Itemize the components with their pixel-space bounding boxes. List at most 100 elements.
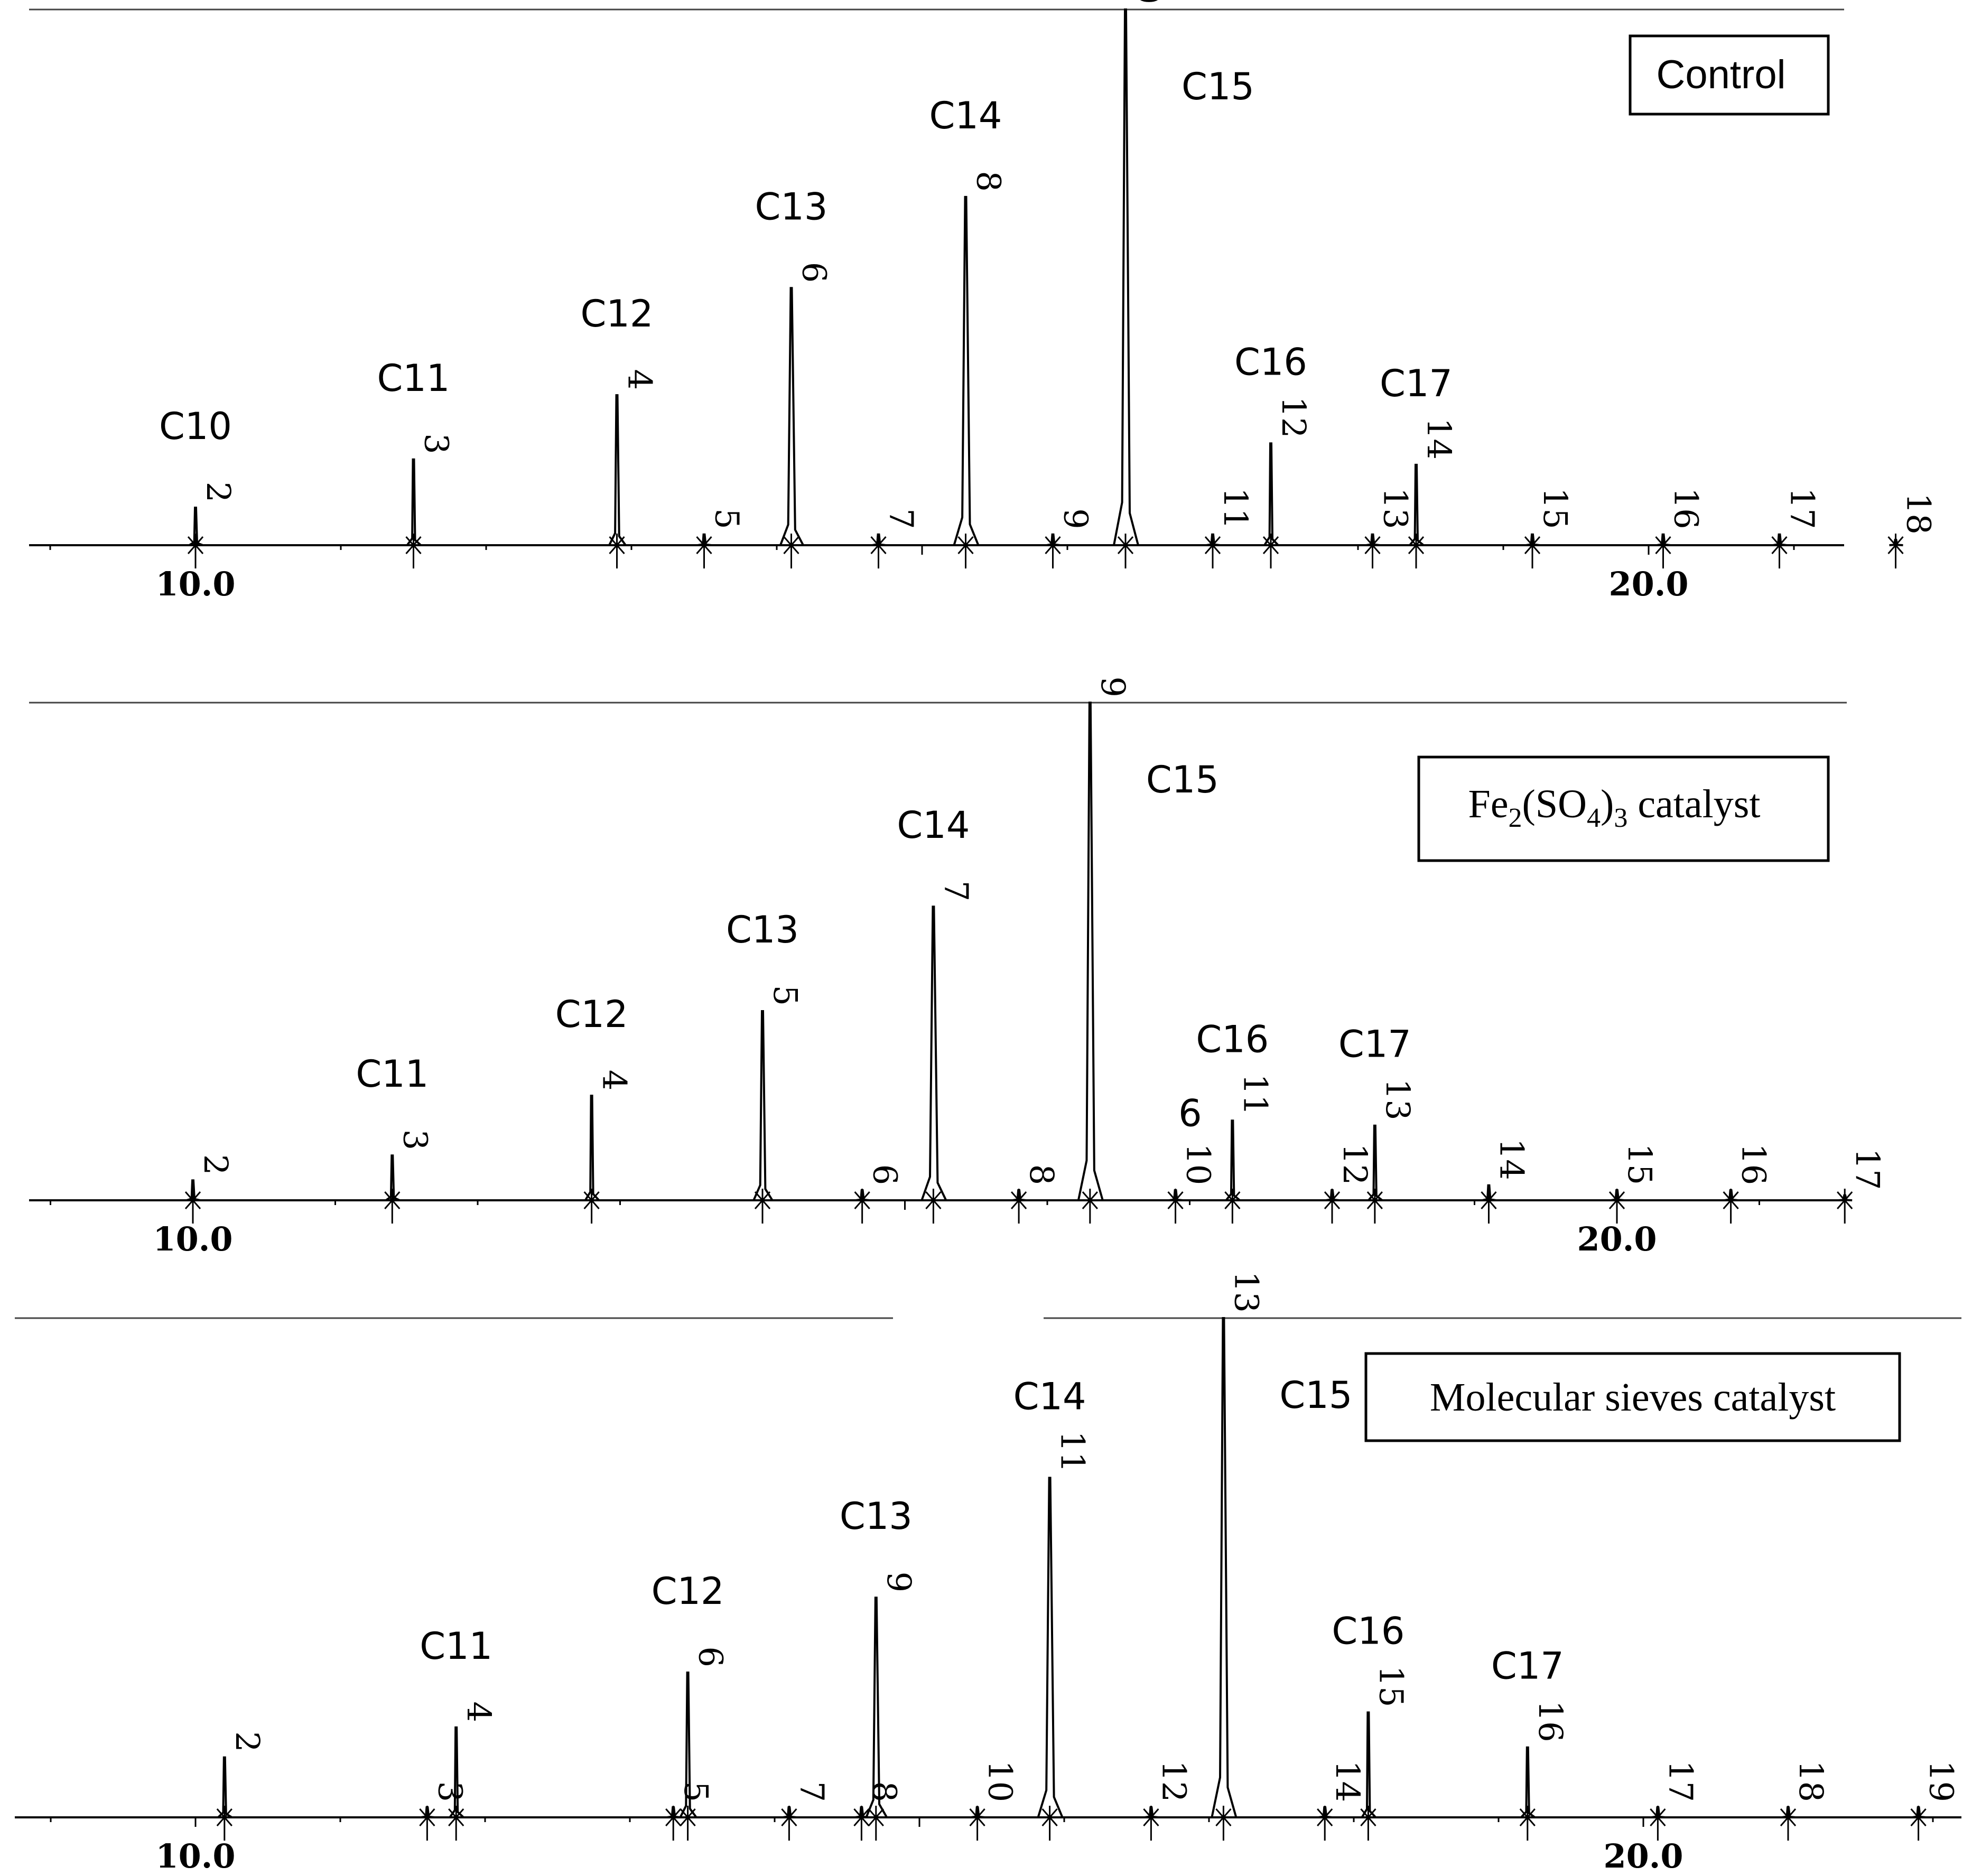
peak-marker-17 xyxy=(1650,1806,1666,1841)
peak-marker-5 xyxy=(696,534,712,568)
peak-number-2: 2 xyxy=(228,1731,267,1752)
peak-marker-10 xyxy=(1117,534,1134,568)
carbon-label-c11: C11 xyxy=(356,1052,429,1096)
carbon-label-c13: C13 xyxy=(840,1495,913,1538)
x-tick-label: 10.0 xyxy=(155,1837,235,1875)
legend-part: 2 xyxy=(1509,803,1522,833)
peak-marker-4 xyxy=(448,1806,464,1841)
x-tick-label: 20.0 xyxy=(1577,1220,1657,1258)
peak-number-14: 14 xyxy=(1420,418,1458,460)
legend-label: Molecular sieves catalyst xyxy=(1430,1375,1836,1420)
peak-marker-5 xyxy=(665,1806,682,1841)
carbon-label-c10: C10 xyxy=(159,405,232,448)
peak-number-18: 18 xyxy=(1792,1760,1830,1802)
x-tick-label: 10.0 xyxy=(153,1220,232,1258)
carbon-label-c13: C13 xyxy=(726,908,799,951)
peak-marker-11 xyxy=(1204,534,1221,568)
peak-number-15: 15 xyxy=(1621,1143,1659,1185)
peak-number-10: 10 xyxy=(1179,1143,1218,1185)
peak-number-9: 9 xyxy=(880,1572,918,1592)
peak-9 xyxy=(865,1597,888,1818)
x-tick-label: 10.0 xyxy=(155,565,235,603)
peak-marker-6 xyxy=(680,1806,696,1841)
peak-marker-7 xyxy=(925,1189,942,1224)
carbon-label-c14: C14 xyxy=(1013,1375,1086,1418)
peak-marker-18 xyxy=(1780,1806,1797,1841)
peak-number-8: 8 xyxy=(1022,1164,1061,1185)
peak-marker-6 xyxy=(783,534,799,568)
peak-number-4: 4 xyxy=(460,1701,498,1722)
peak-number-14: 14 xyxy=(1328,1760,1367,1802)
peak-14 xyxy=(1482,1184,1496,1201)
peak-number-16: 16 xyxy=(1667,488,1706,529)
peak-number-6: 6 xyxy=(795,262,834,283)
peak-number-13: 13 xyxy=(1227,1271,1266,1313)
peak-marker-3 xyxy=(405,534,422,568)
peak-number-4: 4 xyxy=(596,1070,634,1090)
peak-4 xyxy=(449,1726,464,1818)
x-tick-label: 20.0 xyxy=(1608,565,1688,603)
carbon-label-c16: C16 xyxy=(1196,1018,1269,1061)
peak-number-3: 3 xyxy=(431,1781,469,1802)
peak-marker-12 xyxy=(1143,1806,1159,1841)
peak-11 xyxy=(1225,1119,1241,1201)
peak-marker-11 xyxy=(1224,1189,1241,1224)
legend-box xyxy=(1364,1352,1901,1442)
peak-number-11: 11 xyxy=(1216,488,1255,529)
peak-number-16: 16 xyxy=(1735,1143,1773,1185)
peak-12 xyxy=(1263,442,1279,546)
peak-marker-18 xyxy=(1887,534,1904,568)
carbon-label-c14: C14 xyxy=(897,804,970,847)
peak-number-17: 17 xyxy=(1783,488,1822,529)
peak-number-5: 5 xyxy=(677,1781,715,1802)
peak-number-15: 15 xyxy=(1536,488,1575,529)
peak-number-17: 17 xyxy=(1848,1149,1887,1190)
peak-number-19: 19 xyxy=(1922,1760,1961,1802)
carbon-label-c17: C17 xyxy=(1338,1023,1411,1066)
peak-marker-2 xyxy=(184,1189,201,1224)
legend-box xyxy=(1417,755,1830,862)
peak-4 xyxy=(608,394,627,546)
peak-number-2: 2 xyxy=(197,1154,235,1175)
peak-8 xyxy=(953,195,980,546)
peak-marker-8 xyxy=(957,534,974,568)
peak-marker-13 xyxy=(1364,534,1381,568)
peak-number-7: 7 xyxy=(937,881,975,901)
peak-6 xyxy=(679,1671,697,1818)
legend-part: catalyst xyxy=(1627,782,1760,826)
peak-marker-15 xyxy=(1608,1189,1625,1224)
peak-marker-9 xyxy=(1045,534,1061,568)
peak-7 xyxy=(920,906,947,1201)
carbon-label-c14: C14 xyxy=(929,94,1002,137)
peak-number-12: 12 xyxy=(1155,1760,1193,1802)
peak-marker-9 xyxy=(868,1806,884,1841)
peak-marker-3 xyxy=(419,1806,435,1841)
legend-part: 3 xyxy=(1614,803,1627,833)
peak-number-13: 13 xyxy=(1379,1079,1417,1121)
peak-marker-7 xyxy=(781,1806,797,1841)
peak-marker-17 xyxy=(1771,534,1788,568)
peak-number-14: 14 xyxy=(1492,1138,1531,1180)
peak-number-2: 2 xyxy=(199,482,238,502)
peak-annotation: 6 xyxy=(1178,1091,1202,1135)
peak-number-10: 10 xyxy=(981,1760,1020,1802)
carbon-label-c12: C12 xyxy=(581,292,654,335)
chromatogram-panel-2: 10.020.01234567891011121314151617C11C12C… xyxy=(29,677,1887,1258)
peak-number-6: 6 xyxy=(692,1646,730,1667)
peak-marker-16 xyxy=(1655,534,1671,568)
peak-marker-13 xyxy=(1215,1806,1232,1841)
peak-number-3: 3 xyxy=(417,433,456,454)
peak-number-3: 3 xyxy=(396,1130,434,1150)
carbon-label-c15: C15 xyxy=(1182,65,1254,108)
peak-marker-14 xyxy=(1408,534,1425,568)
peak-marker-15 xyxy=(1360,1806,1376,1841)
peak-number-7: 7 xyxy=(882,508,921,529)
peak-number-8: 8 xyxy=(865,1781,904,1802)
legend-part: (SO xyxy=(1522,782,1587,826)
legend-part: Fe xyxy=(1468,782,1509,826)
peak-11 xyxy=(1037,1477,1064,1818)
legend-box xyxy=(1629,34,1830,116)
peak-13 xyxy=(1211,1317,1238,1818)
peak-number-12: 12 xyxy=(1275,396,1313,438)
